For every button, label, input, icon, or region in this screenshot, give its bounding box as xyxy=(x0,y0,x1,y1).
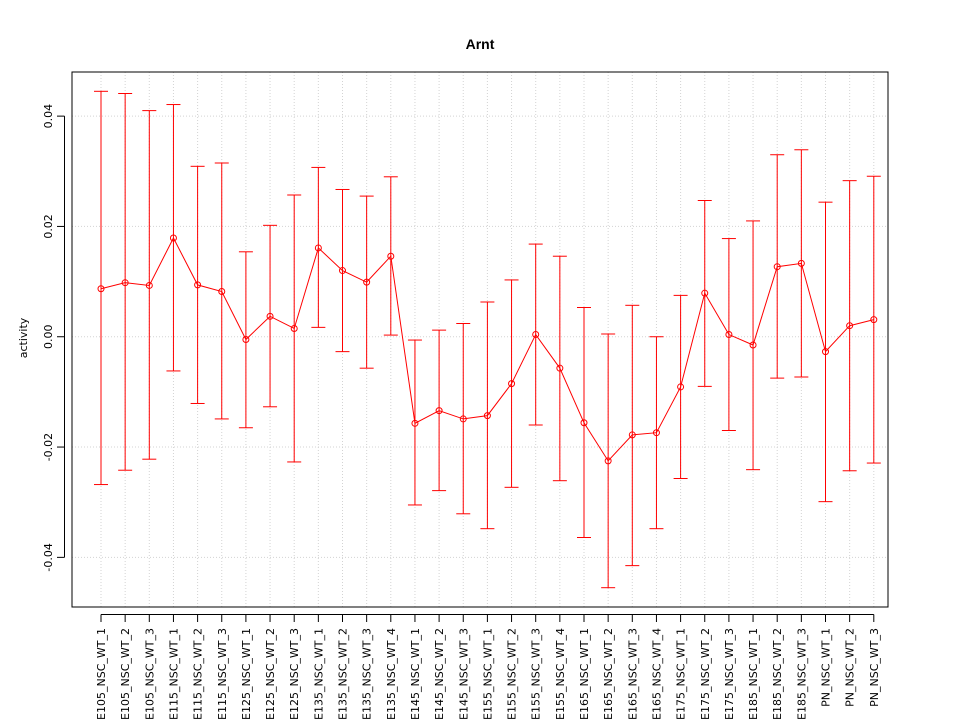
data-point xyxy=(532,331,540,339)
y-tick-label: -0.02 xyxy=(42,433,55,461)
grid-layer xyxy=(72,72,888,607)
data-point xyxy=(822,348,829,356)
data-point xyxy=(121,279,129,287)
data-point xyxy=(97,285,105,293)
data-point xyxy=(218,288,226,296)
x-tick-label: E115_NSC_WT_1 xyxy=(167,628,180,720)
data-point xyxy=(145,281,153,289)
data-point xyxy=(242,336,250,343)
x-tick-label: E115_NSC_WT_3 xyxy=(216,628,229,720)
x-tick-label: E145_NSC_WT_3 xyxy=(457,628,470,720)
y-tick-label: 0.02 xyxy=(42,214,55,239)
data-point xyxy=(725,331,733,339)
data-point xyxy=(459,415,467,423)
data-point xyxy=(604,457,612,465)
series-line-layer xyxy=(100,236,874,462)
x-tick-label: E145_NSC_WT_1 xyxy=(409,628,422,720)
x-tick-label: E105_NSC_WT_2 xyxy=(119,628,132,720)
data-point xyxy=(290,324,298,332)
data-point xyxy=(508,380,516,388)
data-point xyxy=(773,263,781,271)
axis-layer: -0.04 -0.02 0.00 0.02 0.04 E105_NSC_WT_1 E105_… xyxy=(42,104,881,720)
x-tick-label: E175_NSC_WT_1 xyxy=(675,628,688,720)
data-point xyxy=(846,322,854,330)
x-tick-label: E135_NSC_WT_3 xyxy=(361,628,374,720)
series-line xyxy=(100,236,874,462)
x-tick-label: E165_NSC_WT_3 xyxy=(626,628,639,720)
x-tick-label: E135_NSC_WT_4 xyxy=(385,628,398,720)
x-tick-label: E145_NSC_WT_2 xyxy=(433,628,446,720)
x-tick-label: E155_NSC_WT_3 xyxy=(530,628,543,720)
x-tick-label: E115_NSC_WT_2 xyxy=(192,628,205,720)
data-point xyxy=(483,412,491,420)
x-tick-label: E165_NSC_WT_1 xyxy=(578,628,591,720)
y-tick-label: 0.04 xyxy=(42,104,55,129)
x-tick-label: E155_NSC_WT_4 xyxy=(554,628,567,720)
data-point xyxy=(169,234,177,242)
x-tick-label: E185_NSC_WT_2 xyxy=(771,628,784,720)
y-tick-label: -0.04 xyxy=(42,543,55,571)
x-tick-label: PN_NSC_WT_2 xyxy=(844,628,857,707)
chart-title: Arnt xyxy=(466,36,495,52)
x-tick-label: E175_NSC_WT_3 xyxy=(723,628,736,720)
data-point xyxy=(556,364,564,372)
data-point xyxy=(266,312,274,320)
data-point xyxy=(411,419,419,427)
x-tick-label: E185_NSC_WT_1 xyxy=(747,628,760,720)
data-point xyxy=(677,383,685,391)
data-point xyxy=(435,407,443,415)
data-point xyxy=(652,429,660,437)
point-layer xyxy=(97,234,878,465)
data-point xyxy=(749,341,757,349)
data-point xyxy=(339,267,346,275)
data-point xyxy=(628,431,636,439)
data-point xyxy=(797,259,805,267)
data-point xyxy=(870,316,878,324)
data-point xyxy=(363,278,371,286)
x-tick-label: E165_NSC_WT_2 xyxy=(602,628,615,720)
x-tick-label: E155_NSC_WT_1 xyxy=(481,628,494,720)
x-tick-label: E125_NSC_WT_2 xyxy=(264,628,277,720)
x-tick-label: E105_NSC_WT_3 xyxy=(143,628,156,720)
x-tick-label: E135_NSC_WT_1 xyxy=(312,628,325,720)
x-tick-label: E165_NSC_WT_4 xyxy=(650,628,663,720)
data-point xyxy=(194,281,202,289)
data-point xyxy=(387,252,395,260)
data-point xyxy=(314,244,322,252)
x-tick-label: PN_NSC_WT_1 xyxy=(820,628,833,707)
data-point xyxy=(701,289,709,297)
x-tick-label: E105_NSC_WT_1 xyxy=(95,628,108,720)
x-tick-label: E185_NSC_WT_3 xyxy=(795,628,808,720)
y-tick-label: 0.00 xyxy=(42,324,55,349)
x-tick-label: E125_NSC_WT_3 xyxy=(288,628,301,720)
plot-frame xyxy=(71,71,889,608)
x-tick-label: E125_NSC_WT_1 xyxy=(240,628,253,720)
x-tick-label: E175_NSC_WT_2 xyxy=(699,628,712,720)
x-tick-label: E155_NSC_WT_2 xyxy=(506,628,519,720)
x-tick-label: PN_NSC_WT_3 xyxy=(868,628,881,707)
x-tick-label: E135_NSC_WT_2 xyxy=(337,628,350,720)
data-point xyxy=(580,419,588,427)
y-axis-label: activity xyxy=(17,317,30,358)
